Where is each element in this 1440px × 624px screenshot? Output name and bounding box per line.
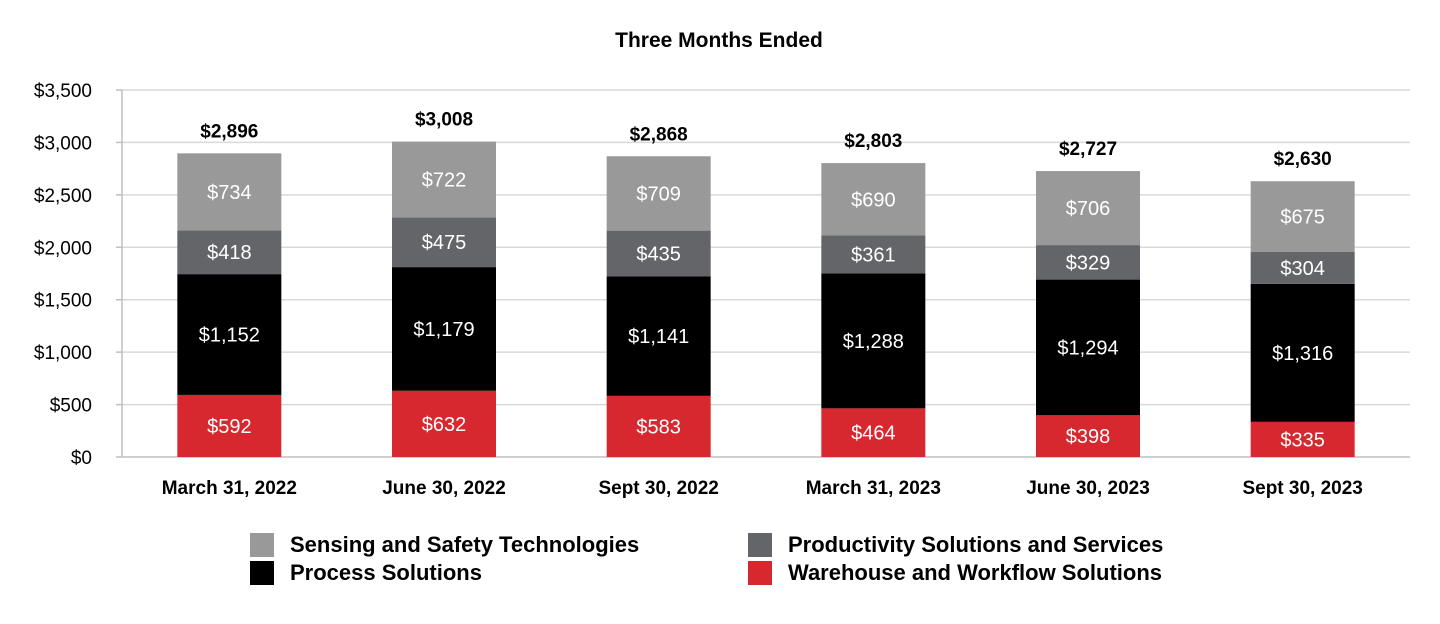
total-label: $2,727 bbox=[1059, 139, 1117, 160]
total-label: $3,008 bbox=[415, 110, 473, 131]
y-tick-label: $1,500 bbox=[34, 291, 92, 312]
data-label: $734 bbox=[207, 182, 252, 204]
y-tick-label: $2,500 bbox=[34, 186, 92, 207]
legend-swatch-warehouse bbox=[748, 561, 772, 585]
legend-item-warehouse: Warehouse and Workflow Solutions bbox=[748, 560, 1162, 586]
x-tick-label: Sept 30, 2022 bbox=[598, 478, 718, 499]
data-label: $335 bbox=[1280, 429, 1325, 451]
legend-item-sensing-safety: Sensing and Safety Technologies bbox=[250, 532, 639, 558]
y-tick-label: $2,000 bbox=[34, 238, 92, 259]
bar-segment bbox=[821, 163, 926, 236]
data-label: $329 bbox=[1066, 252, 1111, 274]
data-label: $1,294 bbox=[1057, 337, 1118, 359]
bar-segment bbox=[1036, 245, 1140, 280]
data-label: $592 bbox=[207, 416, 252, 438]
legend: Sensing and Safety Technologies Producti… bbox=[250, 532, 1250, 592]
bar-segment bbox=[392, 390, 496, 457]
bar-segment bbox=[1036, 279, 1140, 416]
bar-segment bbox=[821, 273, 926, 409]
legend-swatch-sensing-safety bbox=[250, 533, 274, 557]
data-label: $690 bbox=[851, 189, 896, 211]
data-label: $1,141 bbox=[628, 326, 689, 348]
bars: $592 $1,152 $418 $734 $2,896 $632 $1,179 $475 $7… bbox=[177, 110, 1355, 457]
x-tick-label: June 30, 2022 bbox=[382, 478, 506, 499]
data-label: $632 bbox=[422, 414, 467, 436]
bar-segment bbox=[606, 156, 711, 231]
bar-segment bbox=[392, 267, 496, 391]
bar-segment bbox=[821, 408, 926, 457]
y-tick-label: $3,000 bbox=[34, 133, 92, 154]
bar-segment bbox=[606, 230, 711, 277]
bar-segment bbox=[177, 274, 282, 395]
x-tick-label: Sept 30, 2023 bbox=[1242, 478, 1362, 499]
data-label: $435 bbox=[636, 243, 681, 265]
y-tick-label: $3,500 bbox=[34, 81, 92, 102]
bar-segment bbox=[177, 394, 282, 457]
data-label: $675 bbox=[1280, 207, 1325, 229]
data-label: $1,179 bbox=[413, 319, 474, 341]
data-label: $709 bbox=[636, 183, 681, 205]
bar-segment bbox=[177, 230, 282, 275]
data-label: $398 bbox=[1066, 426, 1111, 448]
data-label: $1,152 bbox=[199, 325, 260, 347]
data-label: $706 bbox=[1066, 198, 1111, 220]
data-label: $475 bbox=[422, 232, 467, 254]
chart-title: Three Months Ended bbox=[615, 29, 823, 52]
data-label: $583 bbox=[636, 416, 681, 438]
y-tick-label: $500 bbox=[50, 396, 92, 417]
legend-item-process: Process Solutions bbox=[250, 560, 482, 586]
x-tick-label: June 30, 2023 bbox=[1026, 478, 1150, 499]
bar-segment bbox=[1250, 252, 1355, 284]
data-label: $418 bbox=[207, 242, 252, 264]
legend-item-productivity: Productivity Solutions and Services bbox=[748, 532, 1163, 558]
legend-swatch-process bbox=[250, 561, 274, 585]
data-label: $722 bbox=[422, 169, 467, 191]
legend-swatch-productivity bbox=[748, 533, 772, 557]
stacked-bar-chart: Three Months Ended $0 $500 $1,000 $1,500 $2,… bbox=[34, 29, 1410, 499]
bar-segment bbox=[392, 141, 496, 218]
bar-segment bbox=[1250, 283, 1355, 422]
legend-label-warehouse: Warehouse and Workflow Solutions bbox=[788, 560, 1163, 585]
x-tick-label: March 31, 2023 bbox=[806, 478, 941, 499]
data-label: $464 bbox=[851, 423, 896, 445]
bar-segment bbox=[1250, 421, 1355, 457]
bar-segment bbox=[821, 235, 926, 274]
data-label: $1,316 bbox=[1272, 343, 1333, 365]
total-label: $2,868 bbox=[630, 124, 688, 145]
bar-segment bbox=[1036, 415, 1140, 457]
bar-segment bbox=[1036, 171, 1140, 246]
y-tick-label: $1,000 bbox=[34, 343, 92, 364]
legend-label-process: Process Solutions bbox=[290, 560, 482, 585]
bar-segment bbox=[1250, 181, 1355, 253]
x-tick-label: March 31, 2022 bbox=[162, 478, 297, 499]
data-label: $361 bbox=[851, 244, 896, 266]
legend-label-sensing-safety: Sensing and Safety Technologies bbox=[290, 532, 640, 557]
total-label: $2,803 bbox=[844, 131, 902, 152]
bar-segment bbox=[606, 395, 711, 457]
total-label: $2,630 bbox=[1274, 149, 1332, 170]
y-axis-ticks: $0 $500 $1,000 $1,500 $2,000 $2,500 $3,000 $3,5… bbox=[34, 81, 92, 469]
legend-label-productivity: Productivity Solutions and Services bbox=[788, 532, 1164, 557]
bar-segment bbox=[177, 153, 282, 231]
x-axis-ticks: March 31, 2022 June 30, 2022 Sept 30, 2022… bbox=[162, 478, 1363, 499]
y-tick-label: $0 bbox=[71, 448, 92, 469]
bar-segment bbox=[606, 276, 711, 396]
total-label: $2,896 bbox=[200, 121, 258, 142]
gridlines bbox=[116, 89, 1410, 458]
bar-segment bbox=[392, 217, 496, 268]
data-label: $1,288 bbox=[843, 331, 904, 353]
data-label: $304 bbox=[1280, 258, 1325, 280]
